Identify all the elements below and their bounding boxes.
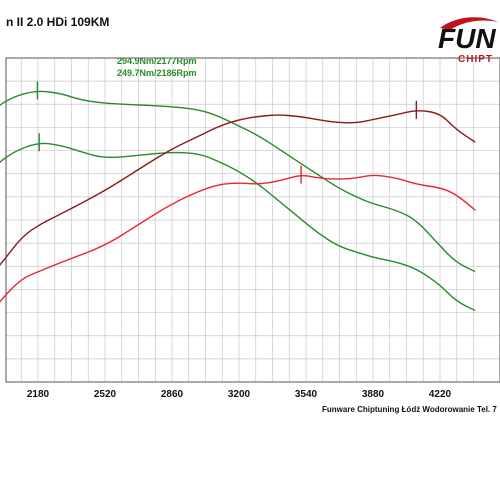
x-tick-label: 3200 [228,389,251,400]
logo-swoosh [440,17,498,30]
logo: FUN CHIPT [438,17,498,65]
logo-main-text: FUN [438,23,496,54]
series-line-2 [0,110,477,266]
series-layer [0,90,477,312]
x-tick-label: 4220 [429,389,452,400]
footer-text: Funware Chiptuning Łódź Wodorowanie Tel.… [322,405,497,414]
series-line-3 [0,174,476,303]
chart-title: n II 2.0 HDi 109KM [6,15,109,29]
chart-grid [6,58,500,382]
series-line-0 [0,90,477,273]
x-tick-label: 3540 [295,389,318,400]
peak-label-torque: 249.7Nm/2186Rpm [117,68,197,78]
series-line-1 [0,142,477,312]
plot-frame [5,57,500,383]
peak-label-power: 294.9Nm/2177Rpm [117,56,197,66]
x-tick-label: 3880 [362,389,385,400]
x-tick-label: 2180 [27,389,50,400]
marker-layer [36,81,418,184]
x-tick-label: 2520 [94,389,117,400]
logo-sub-text: CHIPT [458,54,493,65]
x-tick-label: 2860 [161,389,184,400]
x-axis-ticks: 21802520286032003540388042204 [27,389,452,400]
